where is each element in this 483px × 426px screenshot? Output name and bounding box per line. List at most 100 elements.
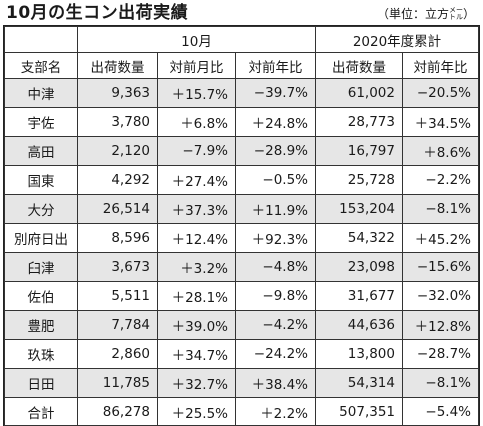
cum-yoy-cell: −32.0% — [401, 281, 480, 311]
mom-cell: ＋27.4% — [157, 165, 236, 195]
header-yoy: 対前年比 — [235, 52, 316, 79]
shipments-cell: 2,120 — [77, 136, 158, 166]
header-group-month: 10月 — [77, 26, 316, 53]
cum-shipments-cell: 61,002 — [315, 78, 403, 108]
cum-yoy-cell: −8.1% — [401, 368, 480, 398]
mom-cell: ＋34.7% — [157, 339, 236, 369]
header-empty-cell — [4, 26, 78, 53]
header-shipments: 出荷数量 — [77, 52, 158, 79]
mom-cell: ＋3.2% — [157, 252, 236, 282]
region-name: 別府日出 — [4, 223, 78, 253]
table-row: 日田 11,785 ＋32.7% ＋38.4% 54,314 −8.1% — [4, 368, 480, 398]
shipments-cell: 7,784 — [77, 310, 158, 340]
region-name: 国東 — [4, 165, 78, 195]
yoy-cell: ＋24.8% — [235, 107, 316, 137]
total-row: 合計 86,278 ＋25.5% ＋2.2% 507,351 −5.4% — [4, 397, 480, 426]
cum-yoy-cell: −28.7% — [401, 339, 480, 369]
cum-yoy-cell: −20.5% — [401, 78, 480, 108]
region-name: 臼津 — [4, 252, 78, 282]
shipments-cell: 3,780 — [77, 107, 158, 137]
yoy-cell: ＋92.3% — [235, 223, 316, 253]
total-yoy: ＋2.2% — [235, 397, 316, 426]
cum-yoy-cell: ＋45.2% — [401, 223, 480, 253]
table-row: 豊肥 7,784 ＋39.0% −4.2% 44,636 ＋12.8% — [4, 310, 480, 340]
header-mom: 対前月比 — [157, 52, 236, 79]
mom-cell: ＋15.7% — [157, 78, 236, 108]
yoy-cell: −4.8% — [235, 252, 316, 282]
header-group-year: 2020年度累計 — [314, 26, 480, 53]
mom-cell: ＋12.4% — [157, 223, 236, 253]
header-cum-yoy: 対前年比 — [401, 52, 480, 79]
region-name: 中津 — [4, 78, 78, 108]
cum-yoy-cell: ＋8.6% — [401, 136, 480, 166]
shipments-cell: 8,596 — [77, 223, 158, 253]
cum-shipments-cell: 23,098 — [315, 252, 403, 282]
header-group-row: 10月 2020年度累計 — [4, 26, 480, 53]
yoy-cell: −24.2% — [235, 339, 316, 369]
region-name: 佐伯 — [4, 281, 78, 311]
unit-prefix: （単位：立方 — [376, 7, 449, 21]
table-row: 高田 2,120 −7.9% −28.9% 16,797 ＋8.6% — [4, 136, 480, 166]
region-name: 玖珠 — [4, 339, 78, 369]
cum-shipments-cell: 153,204 — [315, 194, 403, 224]
table-row: 大分 26,514 ＋37.3% ＋11.9% 153,204 −8.1% — [4, 194, 480, 224]
cum-shipments-cell: 54,322 — [315, 223, 403, 253]
shipments-cell: 4,292 — [77, 165, 158, 195]
yoy-cell: −39.7% — [235, 78, 316, 108]
mom-cell: ＋37.3% — [157, 194, 236, 224]
total-mom: ＋25.5% — [157, 397, 236, 426]
region-name: 宇佐 — [4, 107, 78, 137]
mom-cell: ＋32.7% — [157, 368, 236, 398]
shipment-table: 10月 2020年度累計 支部名 出荷数量 対前月比 対前年比 出荷数量 対前年… — [2, 25, 481, 426]
unit-small: メートル — [448, 6, 463, 21]
unit-suffix: ） — [462, 7, 475, 21]
shipments-cell: 11,785 — [77, 368, 158, 398]
header-region: 支部名 — [4, 52, 78, 79]
shipments-cell: 5,511 — [77, 281, 158, 311]
total-cum: 507,351 — [315, 397, 403, 426]
yoy-cell: −9.8% — [235, 281, 316, 311]
shipments-cell: 9,363 — [77, 78, 158, 108]
unit-label: （単位：立方メートル） — [377, 6, 475, 22]
mom-cell: ＋28.1% — [157, 281, 236, 311]
header-cum-shipments: 出荷数量 — [315, 52, 403, 79]
region-name: 大分 — [4, 194, 78, 224]
cum-yoy-cell: −15.6% — [401, 252, 480, 282]
yoy-cell: −4.2% — [235, 310, 316, 340]
region-name: 豊肥 — [4, 310, 78, 340]
shipments-cell: 3,673 — [77, 252, 158, 282]
header-column-row: 支部名 出荷数量 対前月比 対前年比 出荷数量 対前年比 — [4, 52, 480, 79]
table-row: 中津 9,363 ＋15.7% −39.7% 61,002 −20.5% — [4, 78, 480, 108]
yoy-cell: ＋11.9% — [235, 194, 316, 224]
yoy-cell: −0.5% — [235, 165, 316, 195]
table-row: 国東 4,292 ＋27.4% −0.5% 25,728 −2.2% — [4, 165, 480, 195]
table-row: 臼津 3,673 ＋3.2% −4.8% 23,098 −15.6% — [4, 252, 480, 282]
table-row: 別府日出 8,596 ＋12.4% ＋92.3% 54,322 ＋45.2% — [4, 223, 480, 253]
cum-shipments-cell: 25,728 — [315, 165, 403, 195]
shipments-cell: 26,514 — [77, 194, 158, 224]
table-row: 玖珠 2,860 ＋34.7% −24.2% 13,800 −28.7% — [4, 339, 480, 369]
cum-shipments-cell: 28,773 — [315, 107, 403, 137]
total-name: 合計 — [4, 397, 78, 426]
cum-yoy-cell: −2.2% — [401, 165, 480, 195]
shipments-cell: 2,860 — [77, 339, 158, 369]
mom-cell: −7.9% — [157, 136, 236, 166]
cum-shipments-cell: 13,800 — [315, 339, 403, 369]
cum-shipments-cell: 44,636 — [315, 310, 403, 340]
total-shipments: 86,278 — [77, 397, 158, 426]
table-row: 佐伯 5,511 ＋28.1% −9.8% 31,677 −32.0% — [4, 281, 480, 311]
cum-yoy-cell: ＋34.5% — [401, 107, 480, 137]
total-cum-yoy: −5.4% — [401, 397, 480, 426]
page-title: 10月の生コン出荷実績 — [6, 3, 189, 23]
yoy-cell: −28.9% — [235, 136, 316, 166]
mom-cell: ＋39.0% — [157, 310, 236, 340]
region-name: 高田 — [4, 136, 78, 166]
region-name: 日田 — [4, 368, 78, 398]
table-row: 宇佐 3,780 ＋6.8% ＋24.8% 28,773 ＋34.5% — [4, 107, 480, 137]
cum-shipments-cell: 54,314 — [315, 368, 403, 398]
mom-cell: ＋6.8% — [157, 107, 236, 137]
cum-yoy-cell: −8.1% — [401, 194, 480, 224]
yoy-cell: ＋38.4% — [235, 368, 316, 398]
cum-yoy-cell: ＋12.8% — [401, 310, 480, 340]
cum-shipments-cell: 31,677 — [315, 281, 403, 311]
